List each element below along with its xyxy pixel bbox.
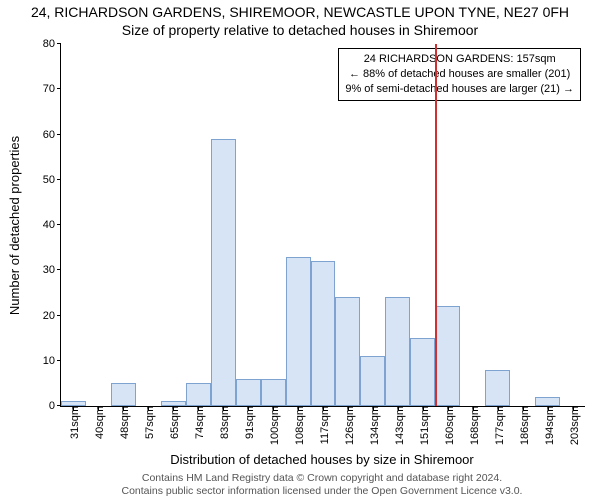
histogram-bar	[385, 297, 410, 406]
y-tick-mark	[57, 224, 61, 225]
x-tick: 31sqm	[69, 406, 81, 439]
y-tick-mark	[57, 88, 61, 89]
attribution-footer: Contains HM Land Registry data © Crown c…	[60, 472, 584, 498]
x-tick: 143sqm	[394, 406, 406, 445]
histogram-bar	[311, 261, 336, 406]
x-tick: 194sqm	[544, 406, 556, 445]
x-tick-mark	[473, 406, 474, 410]
y-tick-mark	[57, 134, 61, 135]
x-tick: 74sqm	[194, 406, 206, 439]
histogram-bar	[435, 306, 460, 406]
y-tick: 50	[43, 174, 61, 186]
y-tick-mark	[57, 269, 61, 270]
y-tick-mark	[57, 360, 61, 361]
x-tick-mark	[223, 406, 224, 410]
y-axis-label: Number of detached properties	[6, 44, 24, 406]
x-tick: 168sqm	[469, 406, 481, 445]
y-tick: 30	[43, 264, 61, 276]
x-tick-mark	[173, 406, 174, 410]
marker-info-box: 24 RICHARDSON GARDENS: 157sqm ← 88% of d…	[338, 48, 581, 101]
x-tick: 160sqm	[444, 406, 456, 445]
x-axis-label: Distribution of detached houses by size …	[60, 452, 584, 467]
x-tick: 48sqm	[119, 406, 131, 439]
x-tick: 108sqm	[294, 406, 306, 445]
x-tick-mark	[548, 406, 549, 410]
page-title-2: Size of property relative to detached ho…	[0, 22, 600, 38]
y-tick-mark	[57, 43, 61, 44]
x-tick: 126sqm	[344, 406, 356, 445]
histogram-plot: 24 RICHARDSON GARDENS: 157sqm ← 88% of d…	[60, 44, 585, 407]
x-tick: 91sqm	[244, 406, 256, 439]
y-tick-mark	[57, 315, 61, 316]
histogram-bar	[111, 383, 136, 406]
x-tick: 65sqm	[169, 406, 181, 439]
info-line-2: ← 88% of detached houses are smaller (20…	[345, 67, 574, 82]
x-tick: 151sqm	[419, 406, 431, 445]
x-tick-mark	[298, 406, 299, 410]
x-tick-mark	[448, 406, 449, 410]
x-tick-mark	[398, 406, 399, 410]
x-tick-mark	[248, 406, 249, 410]
footer-line-1: Contains HM Land Registry data © Crown c…	[60, 472, 584, 485]
y-tick-mark	[57, 179, 61, 180]
x-tick-mark	[573, 406, 574, 410]
histogram-bar	[236, 379, 261, 406]
x-tick: 100sqm	[269, 406, 281, 445]
footer-line-2: Contains public sector information licen…	[60, 485, 584, 498]
y-tick: 60	[43, 129, 61, 141]
x-tick-mark	[498, 406, 499, 410]
marker-line	[435, 44, 437, 406]
x-tick: 203sqm	[569, 406, 581, 445]
y-tick: 20	[43, 310, 61, 322]
x-tick-mark	[123, 406, 124, 410]
histogram-bar	[186, 383, 211, 406]
y-tick: 80	[43, 38, 61, 50]
x-tick: 134sqm	[369, 406, 381, 445]
histogram-bar	[535, 397, 560, 406]
y-tick: 70	[43, 83, 61, 95]
histogram-bar	[335, 297, 360, 406]
x-tick-mark	[373, 406, 374, 410]
histogram-bar	[211, 139, 236, 406]
x-tick-mark	[523, 406, 524, 410]
histogram-bar	[261, 379, 286, 406]
histogram-bar	[485, 370, 510, 406]
x-tick: 40sqm	[94, 406, 106, 439]
histogram-bar	[286, 257, 311, 406]
x-tick-mark	[73, 406, 74, 410]
info-line-3: 9% of semi-detached houses are larger (2…	[345, 82, 574, 97]
y-tick: 0	[49, 400, 61, 412]
page-title-1: 24, RICHARDSON GARDENS, SHIREMOOR, NEWCA…	[0, 4, 600, 20]
x-tick: 57sqm	[144, 406, 156, 439]
x-tick-mark	[348, 406, 349, 410]
x-tick: 83sqm	[219, 406, 231, 439]
x-tick-mark	[198, 406, 199, 410]
x-tick: 177sqm	[494, 406, 506, 445]
info-line-1: 24 RICHARDSON GARDENS: 157sqm	[345, 52, 574, 67]
x-tick: 117sqm	[319, 406, 331, 444]
histogram-bar	[360, 356, 385, 406]
y-tick: 40	[43, 219, 61, 231]
y-tick: 10	[43, 355, 61, 367]
x-tick-mark	[423, 406, 424, 410]
histogram-bar	[410, 338, 435, 406]
x-tick-mark	[98, 406, 99, 410]
x-tick-mark	[273, 406, 274, 410]
x-tick: 186sqm	[519, 406, 531, 445]
x-tick-mark	[148, 406, 149, 410]
x-tick-mark	[323, 406, 324, 410]
